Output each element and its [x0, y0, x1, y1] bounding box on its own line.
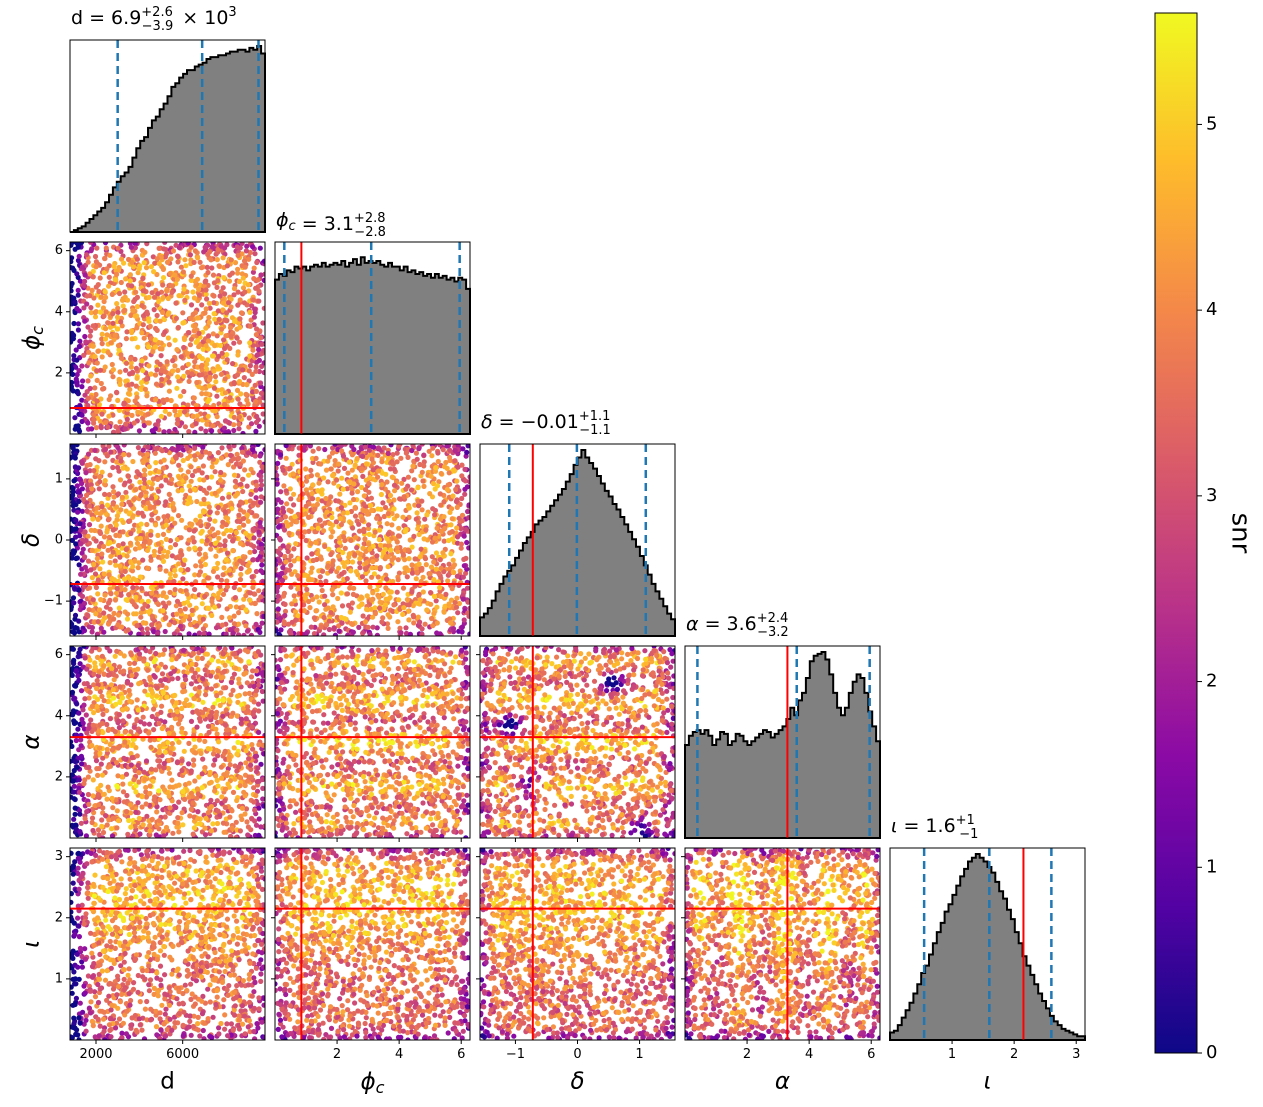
axis-label-d: d	[160, 1069, 175, 1095]
x-tick-label-iota: 2	[1010, 1047, 1018, 1062]
histogram-bars-phi_c	[274, 256, 471, 435]
x-tick-label-alpha: 4	[805, 1047, 813, 1062]
x-tick-label-delta: 1	[635, 1047, 643, 1062]
colorbar-tick-label: 1	[1206, 856, 1217, 877]
y-tick-label-iota: 2	[55, 910, 63, 925]
scatter-points-delta-alpha	[480, 646, 675, 838]
scatter-panel-d-iota	[66, 847, 266, 1044]
colorbar	[1154, 12, 1198, 1054]
y-tick-label-delta: 0	[55, 533, 63, 548]
y-tick-label-phi_c: 6	[55, 243, 63, 258]
histogram-title-iota: ι = 1.6+1 −1	[891, 813, 978, 842]
y-tick-label-phi_c: 2	[55, 365, 63, 380]
scatter-panel-delta-iota	[476, 847, 676, 1044]
axis-label-delta: δ	[19, 533, 45, 547]
x-tick-label-d: 6000	[166, 1047, 199, 1062]
scatter-panel-d-alpha	[66, 645, 266, 842]
colorbar-tick-label: 0	[1206, 1042, 1217, 1063]
histogram-frame-phi_c	[274, 241, 471, 435]
histogram-frame-delta	[479, 443, 676, 637]
scatter-panel-phi_c-delta	[271, 443, 471, 640]
y-tick-label-iota: 1	[55, 971, 63, 986]
scatter-panel-alpha-iota	[681, 847, 881, 1044]
colorbar-label: snr	[1226, 513, 1256, 554]
y-tick-label-phi_c: 4	[55, 304, 63, 319]
scatter-frame	[684, 847, 881, 1041]
scatter-frame	[69, 847, 266, 1041]
y-tick-label-delta: 1	[55, 471, 63, 486]
x-tick-label-phi_c: 6	[457, 1047, 465, 1062]
axis-label-delta: δ	[570, 1069, 584, 1095]
axis-label-iota: ι	[19, 940, 45, 948]
scatter-panel-d-phi_c	[66, 241, 266, 438]
histogram-bars-alpha	[684, 651, 881, 839]
histogram-frame-iota	[889, 847, 1086, 1041]
scatter-points-alpha-iota	[685, 848, 880, 1040]
x-tick-label-iota: 1	[948, 1047, 956, 1062]
x-tick-label-alpha: 6	[867, 1047, 875, 1062]
scatter-panel-phi_c-iota	[271, 847, 471, 1044]
y-tick-label-iota: 3	[55, 849, 63, 864]
axis-label-phi_c: ϕc	[19, 326, 47, 350]
axis-label-alpha: α	[775, 1069, 790, 1095]
colorbar-tick-label: 4	[1206, 299, 1217, 320]
histogram-frame-d	[69, 39, 266, 233]
axis-label-iota: ι	[984, 1069, 992, 1095]
scatter-panel-phi_c-alpha	[271, 645, 471, 842]
x-tick-label-phi_c: 2	[333, 1047, 341, 1062]
axis-label-phi_c: ϕc	[360, 1069, 384, 1097]
scatter-frame	[274, 847, 471, 1041]
scatter-points-d-delta	[70, 444, 265, 636]
histogram-title-d: d = 6.9+2.6 −3.9 × 103	[71, 5, 237, 34]
x-tick-label-delta: 0	[573, 1047, 581, 1062]
axis-label-alpha: α	[19, 734, 45, 749]
x-tick-label-delta: −1	[506, 1047, 525, 1062]
colorbar-tick-label: 2	[1206, 671, 1217, 692]
scatter-frame	[274, 645, 471, 839]
scatter-frame	[69, 645, 266, 839]
x-tick-label-d: 2000	[79, 1047, 112, 1062]
scatter-panel-d-delta	[66, 443, 266, 640]
scatter-points-phi_c-alpha	[275, 646, 470, 838]
y-tick-label-delta: −1	[44, 594, 63, 609]
y-tick-label-alpha: 6	[55, 647, 63, 662]
x-tick-label-iota: 3	[1072, 1047, 1080, 1062]
histogram-title-phi_c: ϕc = 3.1+2.8 −2.8	[276, 209, 386, 240]
x-tick-label-alpha: 2	[743, 1047, 751, 1062]
scatter-panel-delta-alpha	[476, 645, 676, 842]
histogram-title-alpha: α = 3.6+2.4 −3.2	[686, 611, 789, 640]
histogram-bars-iota	[889, 853, 1086, 1041]
histogram-frame-alpha	[684, 645, 881, 839]
scatter-points-d-iota	[70, 848, 265, 1040]
y-tick-label-alpha: 2	[55, 769, 63, 784]
colorbar-tick-label: 3	[1206, 485, 1217, 506]
scatter-points-d-phi_c	[70, 242, 265, 434]
scatter-points-phi_c-delta	[275, 444, 470, 636]
y-tick-label-alpha: 4	[55, 708, 63, 723]
colorbar-tick-label: 5	[1206, 113, 1217, 134]
scatter-frame	[69, 241, 266, 435]
x-tick-label-phi_c: 4	[395, 1047, 403, 1062]
scatter-points-delta-iota	[480, 848, 675, 1040]
histogram-title-delta: δ = −0.01+1.1 −1.1	[481, 409, 611, 438]
